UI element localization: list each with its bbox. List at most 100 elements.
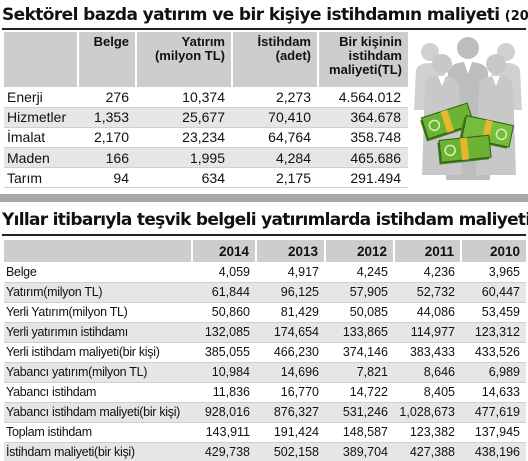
row-label: Yabancı istihdam maliyeti(bir kişi)	[4, 402, 192, 423]
header-maliyet: Bir kişinin istihdam maliyeti(TL)	[318, 32, 408, 87]
cell: 6,989	[461, 362, 526, 383]
cell: 4,284	[232, 147, 318, 169]
table-row: Toplam istihdam 143,911 191,424 148,587 …	[4, 422, 526, 443]
section1-title-text: Sektörel bazda yatırım ve bir kişiye ist…	[2, 5, 500, 25]
cell: 123,312	[461, 322, 526, 343]
cell: 4,059	[192, 262, 256, 283]
row-label: Enerji	[4, 87, 78, 108]
cell: 57,905	[325, 282, 394, 303]
table-row: Yerli yatırımın istihdamı 132,085 174,65…	[4, 322, 526, 343]
cell: 502,158	[256, 442, 325, 461]
cell: 3,965	[461, 262, 526, 283]
row-label: Yerli yatırımın istihdamı	[4, 322, 192, 343]
row-label: İstihdam maliyeti(bir kişi)	[4, 442, 192, 461]
cell: 64,764	[232, 127, 318, 149]
cell: 2,170	[78, 127, 136, 149]
cell: 438,196	[461, 442, 526, 461]
cell: 928,016	[192, 402, 256, 423]
header-istihdam: İstihdam (adet)	[232, 32, 319, 87]
cell: 174,654	[256, 322, 325, 343]
row-label: Yabancı istihdam	[4, 382, 192, 403]
table-row: Yabancı yatırım(milyon TL) 10,984 14,696…	[4, 362, 526, 383]
cell: 137,945	[461, 422, 526, 443]
cell: 60,447	[461, 282, 526, 303]
cell: 4,917	[256, 262, 325, 283]
illustration-svg	[414, 37, 522, 180]
row-label: Hizmetler	[4, 107, 78, 128]
cell: 383,433	[394, 342, 461, 363]
cell: 14,722	[325, 382, 394, 403]
table-row: Hizmetler 1,353 25,677 70,410 364.678	[4, 107, 408, 128]
cell: 114,977	[394, 322, 461, 343]
header-blank	[4, 240, 193, 262]
cell: 50,860	[192, 302, 256, 323]
table-row: İmalat 2,170 23,234 64,764 358.748	[4, 127, 408, 149]
cell: 61,844	[192, 282, 256, 303]
cell: 374,146	[325, 342, 394, 363]
table-row: Yabancı istihdam maliyeti(bir kişi) 928,…	[4, 402, 526, 423]
cell: 433,526	[461, 342, 526, 363]
cell: 11,836	[192, 382, 256, 403]
cell: 276	[78, 87, 136, 108]
table-row: Tarım 94 634 2,175 291.494	[4, 167, 408, 189]
table-row: Yatırım(milyon TL) 61,844 96,125 57,905 …	[4, 282, 526, 303]
cell: 16,770	[256, 382, 325, 403]
cell: 10,374	[136, 87, 232, 108]
cell: 25,677	[136, 107, 232, 128]
cell: 14,696	[256, 362, 325, 383]
row-label: Belge	[4, 262, 192, 283]
header-year: 2012	[325, 240, 395, 262]
cell: 94	[78, 167, 136, 189]
cell: 4.564.012	[318, 87, 408, 108]
row-label: Yatırım(milyon TL)	[4, 282, 192, 303]
sector-table-header: Belge Yatırım (milyon TL) İstihdam (adet) …	[4, 32, 408, 87]
cell: 466,230	[256, 342, 325, 363]
row-label: Yerli Yatırım(milyon TL)	[4, 302, 192, 323]
cell: 23,234	[136, 127, 232, 149]
cell: 148,587	[325, 422, 394, 443]
header-year: 2013	[256, 240, 326, 262]
cell: 4,245	[325, 262, 394, 283]
cell: 1,028,673	[394, 402, 461, 423]
row-label: Yerli istihdam maliyeti(bir kişi)	[4, 342, 192, 363]
cell: 385,055	[192, 342, 256, 363]
section1-title-year: (2014)	[504, 9, 528, 24]
cell: 389,704	[325, 442, 394, 461]
sector-table: Belge Yatırım (milyon TL) İstihdam (adet) …	[4, 32, 408, 189]
cell: 50,085	[325, 302, 394, 323]
row-label: İmalat	[4, 127, 78, 149]
cell: 166	[78, 147, 136, 169]
cell: 477,619	[461, 402, 526, 423]
cell: 1,995	[136, 147, 232, 169]
cell: 4,236	[394, 262, 461, 283]
row-label: Maden	[4, 147, 78, 169]
cell: 427,388	[394, 442, 461, 461]
yearly-table: 2014 2013 2012 2011 2010 Belge 4,059 4,9…	[4, 240, 526, 461]
table-row: Belge 4,059 4,917 4,245 4,236 3,965	[4, 262, 526, 283]
cell: 2,273	[232, 87, 318, 108]
header-year: 2014	[192, 240, 257, 262]
cell: 364.678	[318, 107, 408, 128]
cell: 132,085	[192, 322, 256, 343]
header-blank	[4, 32, 79, 87]
header-year: 2011	[394, 240, 462, 262]
money-stack-icon	[420, 102, 515, 165]
table-row: Yabancı istihdam 11,836 16,770 14,722 8,…	[4, 382, 526, 403]
cell: 44,086	[394, 302, 461, 323]
cell: 10,984	[192, 362, 256, 383]
table-row: İstihdam maliyeti(bir kişi) 429,738 502,…	[4, 442, 526, 461]
row-label: Toplam istihdam	[4, 422, 192, 443]
cell: 8,646	[394, 362, 461, 383]
businessmen-with-money-icon	[408, 30, 528, 190]
cell: 7,821	[325, 362, 394, 383]
cell: 1,353	[78, 107, 136, 128]
cell: 634	[136, 167, 232, 189]
header-year: 2010	[461, 240, 526, 262]
cell: 14,633	[461, 382, 526, 403]
row-label: Tarım	[4, 167, 78, 189]
cell: 429,738	[192, 442, 256, 461]
table-row: Enerji 276 10,374 2,273 4.564.012	[4, 87, 408, 108]
cell: 52,732	[394, 282, 461, 303]
section-divider	[0, 194, 528, 202]
cell: 143,911	[192, 422, 256, 443]
